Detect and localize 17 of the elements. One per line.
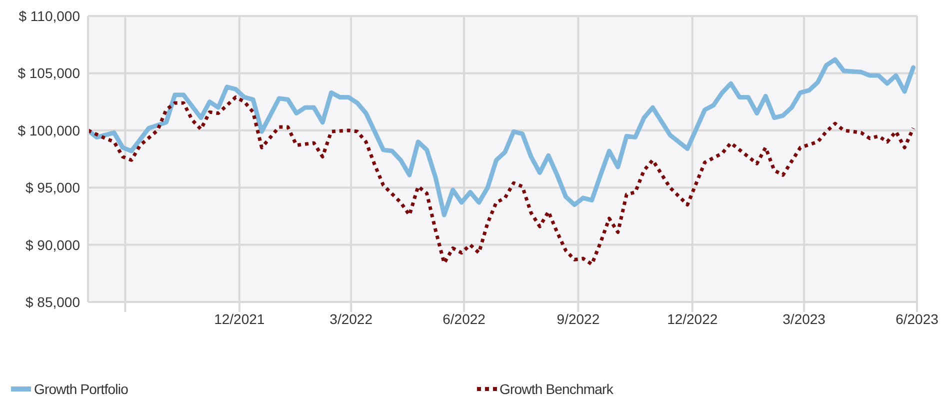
y-tick-label: $ 110,000 <box>18 8 80 24</box>
x-tick-label: 12/2021 <box>214 310 265 327</box>
line-series <box>88 95 916 266</box>
y-tick-label: $ 100,000 <box>18 122 80 138</box>
y-tick-label: $ 105,000 <box>18 65 80 82</box>
y-tick-label: $ 90,000 <box>26 236 80 253</box>
y-tick-label: $ 95,000 <box>26 180 80 196</box>
line-series <box>88 57 916 218</box>
x-tick-label: 3/2023 <box>782 310 826 327</box>
legend-label: Growth Portfolio <box>34 381 128 397</box>
legend-label: Growth Benchmark <box>500 381 613 397</box>
x-tick-label: 12/2022 <box>667 310 718 327</box>
x-tick-label: 6/2022 <box>442 310 486 327</box>
x-tick-label: 3/2022 <box>330 310 373 327</box>
x-tick-label: 6/2023 <box>896 310 939 327</box>
x-tick-label: 9/2022 <box>556 310 600 327</box>
y-tick-label: $ 85,000 <box>26 294 80 310</box>
